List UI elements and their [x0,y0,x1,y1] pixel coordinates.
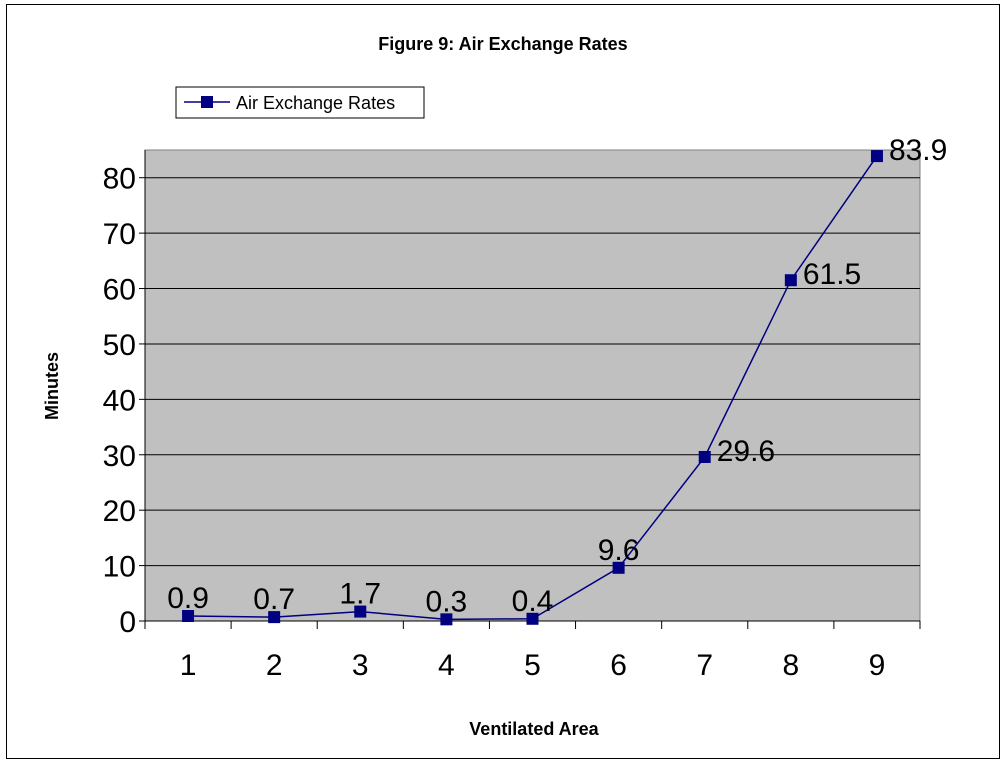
gridlines [145,177,920,567]
x-tick-label: 1 [180,649,197,682]
legend-marker-swatch [201,96,213,108]
data-point-marker [698,450,711,463]
data-labels: 0.9 0.7 1.7 0.3 0.4 9.6 29.6 61.5 83.9 [167,134,947,618]
data-label: 1.7 [339,578,381,611]
series-markers [182,150,883,626]
y-tick-labels: 0 10 20 30 40 50 60 70 80 [103,163,136,639]
x-tick-label: 6 [610,649,627,682]
y-tick-label: 80 [103,163,136,196]
y-tick-label: 50 [103,329,136,362]
data-point-marker [612,561,625,574]
data-point-marker [526,612,539,625]
legend: Air Exchange Rates [175,86,425,119]
x-tick-label: 3 [352,649,369,682]
y-tick-label: 20 [103,495,136,528]
y-tick-label: 40 [103,384,136,417]
y-tick-label: 60 [103,274,136,307]
data-label: 29.6 [717,435,775,468]
data-label: 0.3 [426,585,468,618]
data-point-marker [268,611,281,624]
data-label: 0.7 [253,583,295,616]
plot-area [144,149,921,622]
y-axis-title: Minutes [42,352,62,420]
data-point-marker [182,610,195,623]
data-label: 61.5 [803,258,861,291]
x-tick-label: 8 [782,649,799,682]
data-label: 9.6 [598,534,640,567]
x-tick-label: 9 [869,649,886,682]
y-tick-label: 70 [103,218,136,251]
data-label: 0.4 [512,585,554,618]
data-label: 0.9 [167,582,209,615]
y-tick-label: 10 [103,551,136,584]
legend-entry-label: Air Exchange Rates [236,93,395,113]
chart-title: Figure 9: Air Exchange Rates [378,34,627,54]
data-point-marker [440,613,453,626]
data-point-marker [354,605,367,618]
data-point-marker [870,150,883,163]
data-label: 83.9 [889,134,947,167]
data-point-marker [784,274,797,287]
x-tick-label: 7 [696,649,713,682]
x-axis-title: Ventilated Area [469,719,599,739]
x-tick-labels: 1 2 3 4 5 6 7 8 9 [180,649,886,682]
x-tick-label: 2 [266,649,283,682]
x-tick-label: 4 [438,649,455,682]
y-tick-label: 30 [103,440,136,473]
x-tick-label: 5 [524,649,541,682]
y-tick-label: 0 [119,606,136,639]
